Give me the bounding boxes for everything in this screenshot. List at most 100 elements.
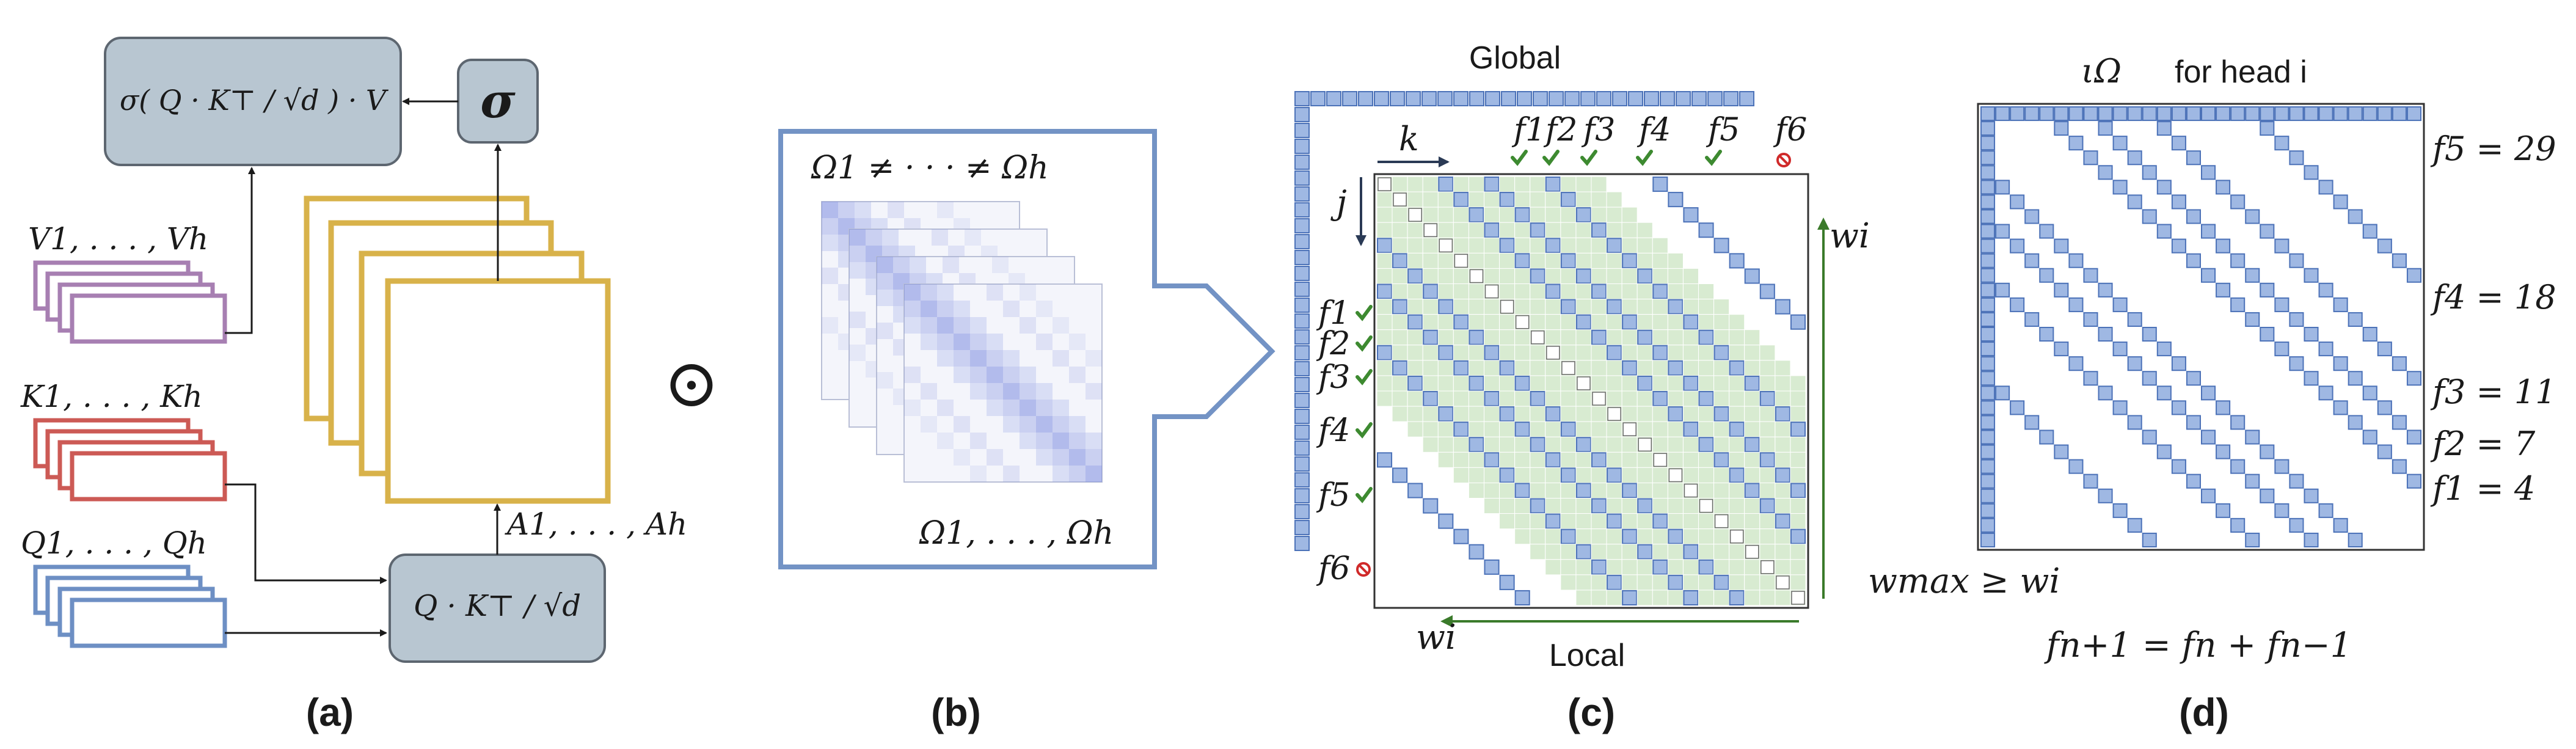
fibonacci-offset-cell: [1713, 238, 1729, 254]
diagonal-cell: [1423, 223, 1438, 238]
global-token-cell: [2392, 106, 2407, 122]
diagonal-cell: [1577, 376, 1591, 390]
fibonacci-offset-cell: [2010, 238, 2025, 254]
fibonacci-offset-cell: [2156, 444, 2172, 459]
diagonal-cell: [1515, 315, 1530, 329]
fibonacci-offset-cell: [1622, 528, 1638, 544]
diagonal-cell: [1745, 544, 1759, 559]
fibonacci-offset-cell: [1652, 177, 1668, 192]
fibonacci-offset-cell: [1453, 422, 1469, 437]
global-token-cell: [1358, 91, 1373, 106]
global-token-cell: [1294, 409, 1310, 424]
global-token-cell: [1294, 504, 1310, 519]
fibonacci-offset-cell: [2112, 503, 2128, 518]
fibonacci-offset-cell: [2274, 297, 2290, 312]
fibonacci-offset-cell: [1469, 544, 1484, 560]
diagonal-cell: [1561, 361, 1575, 375]
fibonacci-offset-cell: [2274, 238, 2290, 254]
attn-label: A1, . . . , Ah: [505, 506, 687, 542]
global-token-cell: [2304, 106, 2319, 122]
global-token-cell: [1294, 425, 1310, 440]
output-box: [104, 37, 402, 166]
fibonacci-offset-cell: [1713, 574, 1729, 590]
global-token-cell: [1628, 91, 1643, 106]
global-token-cell: [2054, 106, 2069, 122]
check-icon: [1636, 150, 1653, 166]
fibonacci-offset-cell: [2010, 194, 2025, 210]
fibonacci-offset-cell: [1591, 283, 1607, 299]
global-token-cell: [1980, 224, 1996, 239]
fibonacci-offset-cell: [1575, 437, 1591, 453]
fibonacci-offset-cell: [1453, 528, 1469, 544]
fibonacci-offset-cell: [2318, 385, 2333, 401]
fibonacci-offset-cell: [2156, 180, 2172, 195]
fibonacci-offset-cell: [2186, 371, 2202, 386]
global-token-cell: [1995, 106, 2010, 122]
fibonacci-offset-cell: [1560, 467, 1576, 483]
global-token-cell: [2289, 106, 2304, 122]
fibonacci-offset-cell: [2171, 136, 2186, 151]
fibonacci-offset-cell: [2186, 415, 2202, 430]
global-token-cell: [1980, 356, 1996, 371]
fibonacci-offset-cell: [2362, 429, 2377, 445]
fibonacci-offset-cell: [2083, 473, 2098, 489]
fibonacci-offset-cell: [2054, 121, 2069, 136]
fibonacci-offset-cell: [1438, 406, 1454, 422]
fibonacci-offset-cell: [2333, 517, 2348, 533]
fibonacci-offset-cell: [1729, 253, 1745, 269]
global-token-cell: [1980, 165, 1996, 180]
global-token-cell: [1421, 91, 1437, 106]
panel-a: σ( Q · K⊤ / √d ) · V σ V1, . . . , Vh K1…: [20, 37, 687, 734]
fibonacci-offset-cell: [1407, 268, 1423, 284]
global-token-cell: [1294, 488, 1310, 503]
global-token-cell: [1564, 91, 1580, 106]
fibonacci-offset-cell: [2201, 268, 2216, 283]
fibonacci-offset-cell: [2039, 327, 2054, 342]
global-token-cell: [1691, 91, 1707, 106]
fibonacci-offset-cell: [1514, 483, 1530, 499]
fibonacci-offset-cell: [2318, 180, 2333, 195]
fibonacci-offset-cell: [2245, 429, 2260, 445]
fibonacci-offset-cell: [1744, 437, 1760, 453]
fibonacci-offset-cell: [1729, 467, 1745, 483]
fibonacci-offset-cell: [2142, 532, 2157, 548]
attention-stack: [304, 195, 611, 504]
fibonacci-offset-cell: [1514, 422, 1530, 437]
global-token-cell: [1294, 139, 1310, 154]
fibonacci-offset-cell: [2289, 150, 2304, 166]
fibonacci-offset-cell: [1759, 452, 1775, 468]
fibonacci-offset-cell: [1575, 314, 1591, 330]
fibonacci-offset-cell: [1591, 452, 1607, 468]
global-token-cell: [1342, 91, 1357, 106]
mask-stack: [821, 201, 1103, 483]
global-token-cell: [1549, 91, 1564, 106]
fibonacci-offset-cell: [2010, 297, 2025, 312]
fibonacci-offset-cell: [1545, 406, 1561, 422]
fibonacci-offset-cell: [1530, 222, 1545, 238]
fibonacci-offset-cell: [1407, 375, 1423, 392]
global-token-cell: [1980, 517, 1996, 533]
fibonacci-offset-cell: [2171, 400, 2186, 415]
diagonal-cell: [1791, 591, 1805, 605]
output-formula: σ( Q · K⊤ / √d ) · V: [120, 84, 389, 117]
fibonacci-offset-cell: [2201, 385, 2216, 401]
global-token-cell: [2171, 106, 2186, 122]
fibonacci-offset-cell: [1392, 253, 1408, 269]
fibonacci-offset-cell: [2142, 165, 2157, 180]
fibonacci-offset-cell: [1713, 406, 1729, 422]
global-token-cell: [2068, 106, 2084, 122]
fibonacci-offset-cell: [1622, 590, 1638, 606]
fibonacci-offset-cell: [2245, 268, 2260, 283]
fibonacci-offset-cell: [2068, 459, 2084, 474]
fib-value-label: f3 = 11: [2430, 373, 2556, 411]
fibonacci-offset-cell: [1530, 268, 1545, 284]
fibonacci-offset-cell: [2127, 415, 2142, 430]
check-icon: [1356, 335, 1373, 352]
fibonacci-offset-cell: [2142, 209, 2157, 224]
fibonacci-offset-cell: [1637, 498, 1653, 514]
fibonacci-offset-cell: [2112, 136, 2128, 151]
fibonacci-offset-cell: [1995, 282, 2010, 298]
fibonacci-offset-cell: [1530, 498, 1545, 514]
fibonacci-offset-cell: [1775, 406, 1790, 422]
global-token-cell: [1294, 345, 1310, 360]
